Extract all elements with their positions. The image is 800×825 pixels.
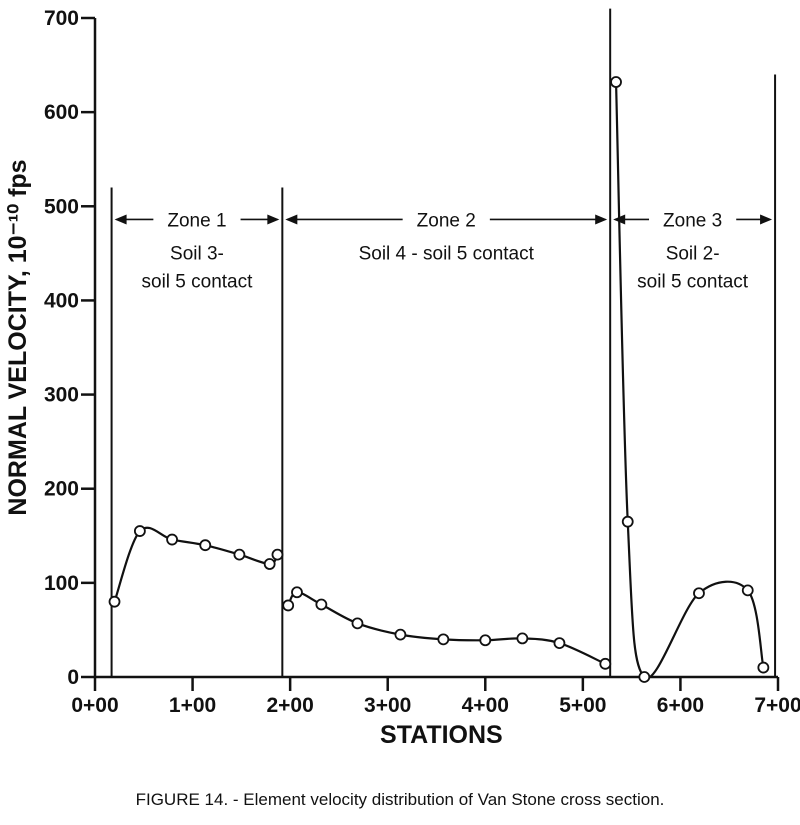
x-tick-label: 6+00 (657, 694, 704, 717)
y-tick-label: 600 (44, 101, 79, 124)
zone-arrowhead-left (285, 214, 298, 225)
data-point (516, 632, 529, 645)
zone-label: Zone 3 (663, 210, 722, 231)
y-axis-title: NORMAL VELOCITY, 10⁻¹⁰ fps (4, 159, 32, 515)
zone-description: soil 5 contact (637, 271, 749, 292)
zone-description: Soil 3- (170, 243, 224, 264)
data-point (638, 671, 651, 683)
y-tick-label: 500 (44, 195, 79, 218)
data-point (315, 598, 328, 611)
figure-caption: FIGURE 14. - Element velocity distributi… (135, 790, 665, 809)
zone-label: Zone 1 (167, 210, 226, 231)
zone-boundaries (110, 8, 777, 677)
zone-arrowhead-right (595, 214, 608, 225)
zone-annotations: Zone 1 Soil 3- soil 5 contact Zone 2 Soil 4 … (114, 210, 773, 292)
data-point (553, 637, 566, 650)
y-tick-label: 700 (44, 7, 79, 30)
x-tick-label: 3+00 (364, 694, 411, 717)
data-point (271, 548, 284, 561)
data-point (479, 634, 492, 647)
data-point (166, 533, 178, 546)
data-point (621, 515, 634, 528)
axes: 0 100 200 300 400 500 600 700 0+00 1+00 2+00 3+00 4+… (44, 7, 800, 717)
data-point (757, 661, 770, 674)
data-point (351, 617, 364, 630)
zone-description: Soil 2- (666, 243, 720, 264)
y-tick-label: 400 (44, 289, 79, 312)
data-point (610, 76, 622, 88)
zone-arrowhead-right (760, 214, 773, 225)
zone-arrowhead-right (267, 214, 280, 225)
data-point (394, 628, 407, 641)
y-tick-label: 200 (44, 478, 79, 501)
data-point (133, 525, 146, 537)
series-line (287, 591, 606, 665)
x-tick-label: 1+00 (169, 694, 216, 717)
data-series (108, 76, 770, 683)
x-tick-label: 7+00 (754, 694, 800, 717)
x-tick-label: 4+00 (462, 694, 509, 717)
data-point (108, 595, 121, 608)
data-point (693, 587, 705, 600)
zone-label: Zone 2 (417, 210, 476, 231)
x-tick-label: 0+00 (71, 694, 118, 717)
data-point (599, 657, 612, 670)
data-point (291, 586, 303, 599)
data-point (233, 548, 246, 561)
velocity-chart: 0 100 200 300 400 500 600 700 0+00 1+00 2+00 3+00 4+… (4, 7, 800, 749)
series-line (614, 81, 765, 680)
x-axis-title: STATIONS (380, 721, 503, 749)
series-line (113, 526, 279, 603)
x-tick-label: 5+00 (559, 694, 606, 717)
zone-description: soil 5 contact (142, 271, 254, 292)
data-point (282, 599, 295, 612)
y-tick-label: 100 (44, 572, 79, 595)
y-tick-label: 0 (67, 666, 79, 689)
data-point (741, 584, 754, 597)
data-point (437, 633, 450, 646)
x-tick-label: 2+00 (266, 694, 313, 717)
data-point (263, 558, 276, 570)
zone-arrowhead-left (114, 214, 127, 225)
y-tick-label: 300 (44, 384, 79, 407)
zone-description: Soil 4 - soil 5 contact (359, 243, 535, 264)
data-point (199, 539, 212, 552)
